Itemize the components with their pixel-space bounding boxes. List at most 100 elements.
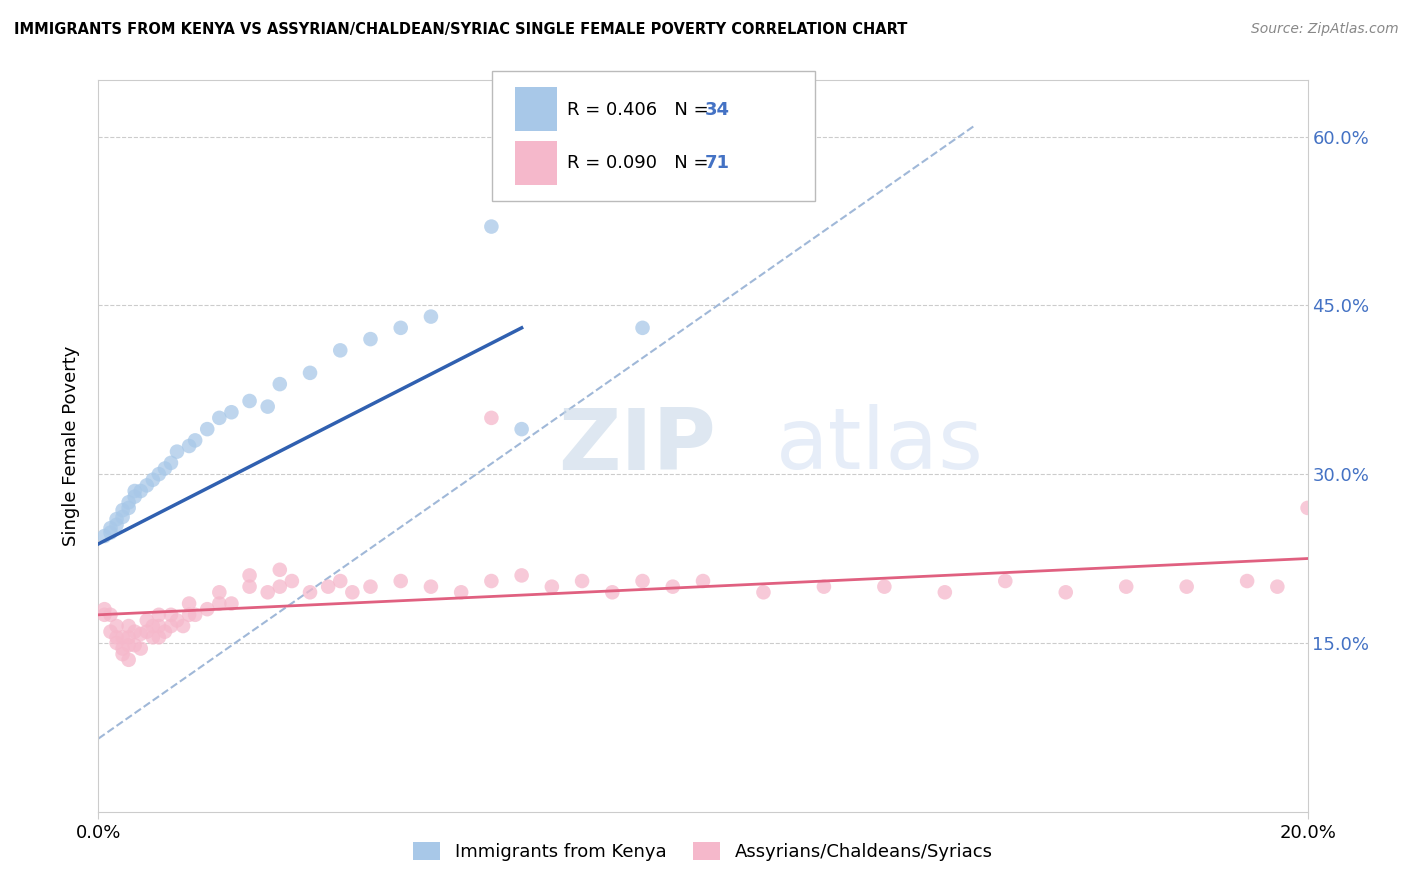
- Point: [389, 321, 412, 335]
- Point: [148, 467, 170, 482]
- Point: [166, 444, 188, 458]
- Point: [100, 521, 122, 535]
- Point: [105, 630, 128, 644]
- Point: [118, 630, 141, 644]
- Point: [160, 619, 183, 633]
- Point: [269, 377, 291, 392]
- Point: [135, 614, 157, 628]
- Point: [179, 607, 201, 622]
- Point: [148, 607, 170, 622]
- Y-axis label: Single Female Poverty: Single Female Poverty: [62, 346, 80, 546]
- Point: [195, 422, 218, 436]
- Point: [481, 574, 503, 588]
- Point: [602, 585, 624, 599]
- Point: [93, 529, 115, 543]
- Point: [142, 619, 165, 633]
- Point: [208, 585, 231, 599]
- Point: [1115, 580, 1137, 594]
- Point: [299, 366, 322, 380]
- Point: [153, 624, 176, 639]
- Text: R = 0.090   N =: R = 0.090 N =: [567, 153, 714, 171]
- Point: [239, 580, 262, 594]
- Point: [934, 585, 956, 599]
- Point: [269, 563, 291, 577]
- Point: [105, 619, 128, 633]
- Point: [195, 602, 218, 616]
- Point: [160, 607, 183, 622]
- Point: [93, 607, 115, 622]
- Point: [631, 574, 654, 588]
- Point: [105, 512, 128, 526]
- Point: [389, 574, 412, 588]
- Point: [316, 580, 339, 594]
- Point: [118, 500, 141, 515]
- Point: [179, 439, 201, 453]
- Point: [269, 580, 291, 594]
- Point: [129, 627, 152, 641]
- Point: [481, 410, 503, 425]
- Point: [111, 630, 134, 644]
- Point: [994, 574, 1017, 588]
- Point: [256, 585, 278, 599]
- Point: [118, 653, 141, 667]
- Point: [208, 597, 231, 611]
- Point: [1267, 580, 1289, 594]
- Point: [142, 630, 165, 644]
- Point: [118, 495, 141, 509]
- Point: [105, 636, 128, 650]
- Point: [105, 517, 128, 532]
- Point: [111, 509, 134, 524]
- Point: [661, 580, 683, 594]
- Text: 71: 71: [704, 153, 730, 171]
- Point: [1054, 585, 1077, 599]
- Point: [873, 580, 896, 594]
- Text: Source: ZipAtlas.com: Source: ZipAtlas.com: [1251, 22, 1399, 37]
- Point: [100, 624, 122, 639]
- Point: [281, 574, 304, 588]
- Point: [510, 422, 533, 436]
- Point: [1296, 500, 1319, 515]
- Point: [239, 394, 262, 409]
- Text: 34: 34: [704, 101, 730, 119]
- Point: [239, 568, 262, 582]
- Point: [179, 597, 201, 611]
- Point: [118, 619, 141, 633]
- Point: [329, 343, 352, 358]
- Point: [142, 473, 165, 487]
- Point: [172, 619, 194, 633]
- Point: [166, 614, 188, 628]
- Point: [692, 574, 714, 588]
- Point: [450, 585, 472, 599]
- Point: [124, 483, 146, 498]
- Point: [184, 607, 207, 622]
- Point: [256, 400, 278, 414]
- Point: [93, 602, 115, 616]
- Point: [153, 461, 176, 475]
- Point: [360, 332, 382, 346]
- Point: [184, 434, 207, 448]
- Point: [813, 580, 835, 594]
- Point: [124, 624, 146, 639]
- Point: [540, 580, 562, 594]
- Text: R = 0.406   N =: R = 0.406 N =: [567, 101, 714, 119]
- Point: [208, 410, 231, 425]
- Text: ZIP: ZIP: [558, 404, 716, 488]
- Point: [124, 490, 146, 504]
- Point: [221, 597, 243, 611]
- Point: [100, 525, 122, 540]
- Point: [111, 503, 134, 517]
- Text: atlas: atlas: [776, 404, 984, 488]
- Point: [148, 619, 170, 633]
- Point: [481, 219, 503, 234]
- Point: [1236, 574, 1258, 588]
- Point: [329, 574, 352, 588]
- Point: [160, 456, 183, 470]
- Point: [360, 580, 382, 594]
- Point: [135, 624, 157, 639]
- Point: [129, 641, 152, 656]
- Point: [135, 478, 157, 492]
- Point: [221, 405, 243, 419]
- Point: [571, 574, 593, 588]
- Point: [342, 585, 364, 599]
- Point: [118, 638, 141, 652]
